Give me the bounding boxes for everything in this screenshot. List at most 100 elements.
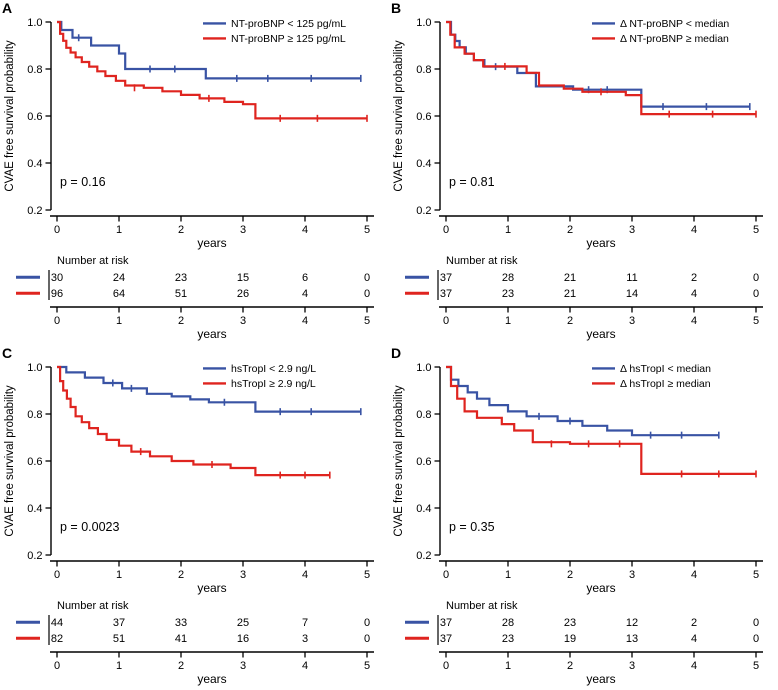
y-tick-label: 0.2	[27, 550, 42, 562]
km-curve-blue	[446, 365, 719, 437]
y-tick-label: 0.6	[27, 456, 42, 468]
risk-x-tick-label: 2	[178, 315, 184, 327]
risk-x-tick-label: 4	[691, 660, 697, 672]
risk-count-blue: 23	[175, 272, 187, 284]
x-tick-label: 0	[54, 224, 60, 236]
risk-count-blue: 15	[237, 272, 249, 284]
panel-A: A p = 0.16 1.0 0.8 0.6 0.4 0.2 CVAE free surv…	[0, 0, 389, 345]
risk-count-blue: 37	[440, 272, 452, 284]
panel-letter-C: C	[2, 345, 13, 361]
x-tick-label: 4	[302, 224, 308, 236]
risk-x-tick-label: 5	[753, 660, 759, 672]
p-value-label-D: p = 0.35	[449, 520, 495, 534]
x-tick-label: 2	[178, 224, 184, 236]
risk-x-tick-label: 3	[240, 660, 246, 672]
risk-x-tick-label: 0	[443, 315, 449, 327]
y-tick-label: 0.2	[416, 550, 431, 562]
km-plot-D: 1.0 0.8 0.6 0.4 0.2 CVAE free survival probab…	[393, 362, 763, 686]
risk-count-blue: 37	[440, 617, 452, 629]
y-tick-label: 0.8	[416, 64, 431, 76]
x-tick-label: 4	[691, 569, 697, 581]
risk-count-blue: 24	[113, 272, 125, 284]
risk-count-red: 4	[302, 288, 308, 300]
x-tick-label: 1	[116, 569, 122, 581]
risk-count-red: 4	[691, 288, 697, 300]
risk-x-tick-label: 3	[240, 315, 246, 327]
number-at-risk-label: Number at risk	[57, 600, 129, 612]
x-tick-label: 4	[691, 224, 697, 236]
risk-count-red: 0	[364, 288, 370, 300]
x-axis-title: years	[197, 236, 226, 250]
risk-count-blue: 2	[691, 617, 697, 629]
risk-count-red: 41	[175, 633, 187, 645]
y-tick-label: 0.4	[27, 503, 42, 515]
legend-label-red: hsTropI ≥ 2.9 ng/L	[231, 378, 316, 390]
x-tick-label: 3	[629, 224, 635, 236]
risk-x-axis-title: years	[586, 327, 615, 341]
risk-x-tick-label: 5	[753, 315, 759, 327]
legend-label-blue: Δ hsTropI < median	[620, 363, 711, 375]
legend-label-blue: hsTropI < 2.9 ng/L	[231, 363, 316, 375]
risk-count-red: 0	[364, 633, 370, 645]
panel-letter-B: B	[391, 0, 402, 16]
km-curve-red	[446, 20, 756, 116]
risk-x-tick-label: 2	[567, 315, 573, 327]
risk-count-red: 14	[626, 288, 638, 300]
panel-letter-A: A	[2, 0, 13, 16]
risk-count-red: 13	[626, 633, 638, 645]
risk-x-tick-label: 2	[178, 660, 184, 672]
y-tick-label: 1.0	[27, 17, 42, 29]
legend-label-blue: Δ NT-proBNP < median	[620, 18, 729, 30]
x-tick-label: 0	[443, 224, 449, 236]
y-axis-title: CVAE free survival probability	[4, 385, 16, 537]
risk-count-blue: 44	[51, 617, 63, 629]
risk-count-red: 37	[440, 633, 452, 645]
risk-x-tick-label: 4	[302, 660, 308, 672]
km-curve-red	[446, 365, 756, 475]
risk-count-blue: 12	[626, 617, 638, 629]
panel-C: C p = 0.0023 1.0 0.8 0.6 0.4 0.2 CVAE free su…	[0, 345, 389, 690]
x-axis-title: years	[586, 581, 615, 595]
km-plot-B: 1.0 0.8 0.6 0.4 0.2 CVAE free survival probab…	[393, 17, 763, 341]
y-tick-label: 1.0	[416, 362, 431, 374]
risk-x-axis-title: years	[197, 672, 226, 686]
risk-x-tick-label: 0	[443, 660, 449, 672]
p-value-label-C: p = 0.0023	[60, 520, 120, 534]
y-tick-label: 0.6	[416, 111, 431, 123]
risk-count-blue: 28	[502, 617, 514, 629]
x-tick-label: 4	[302, 569, 308, 581]
legend-label-blue: NT-proBNP < 125 pg/mL	[231, 18, 346, 30]
risk-x-tick-label: 5	[364, 660, 370, 672]
risk-x-tick-label: 1	[505, 660, 511, 672]
x-tick-label: 0	[443, 569, 449, 581]
x-axis-title: years	[197, 581, 226, 595]
x-tick-label: 0	[54, 569, 60, 581]
x-tick-label: 1	[505, 569, 511, 581]
risk-count-red: 23	[502, 288, 514, 300]
legend-label-red: Δ NT-proBNP ≥ median	[620, 33, 729, 45]
panel-D: D p = 0.35 1.0 0.8 0.6 0.4 0.2 CVAE free surv…	[389, 345, 778, 690]
y-tick-label: 0.4	[416, 503, 431, 515]
x-tick-label: 3	[240, 569, 246, 581]
risk-count-blue: 25	[237, 617, 249, 629]
risk-count-red: 51	[175, 288, 187, 300]
x-tick-label: 2	[567, 569, 573, 581]
risk-count-red: 26	[237, 288, 249, 300]
x-tick-label: 5	[753, 569, 759, 581]
risk-count-red: 4	[691, 633, 697, 645]
risk-count-red: 3	[302, 633, 308, 645]
x-tick-label: 2	[178, 569, 184, 581]
risk-count-blue: 6	[302, 272, 308, 284]
y-tick-label: 0.4	[27, 158, 42, 170]
x-tick-label: 5	[753, 224, 759, 236]
y-tick-label: 0.6	[416, 456, 431, 468]
x-tick-label: 5	[364, 569, 370, 581]
y-tick-label: 0.8	[27, 64, 42, 76]
p-value-label-B: p = 0.81	[449, 175, 495, 189]
risk-count-blue: 11	[626, 272, 637, 284]
risk-x-tick-label: 0	[54, 315, 60, 327]
risk-count-blue: 0	[364, 272, 370, 284]
km-curve-blue	[57, 365, 361, 413]
km-plot-A: 1.0 0.8 0.6 0.4 0.2 CVAE free survival probab…	[4, 17, 374, 341]
km-curve-blue	[57, 20, 361, 80]
